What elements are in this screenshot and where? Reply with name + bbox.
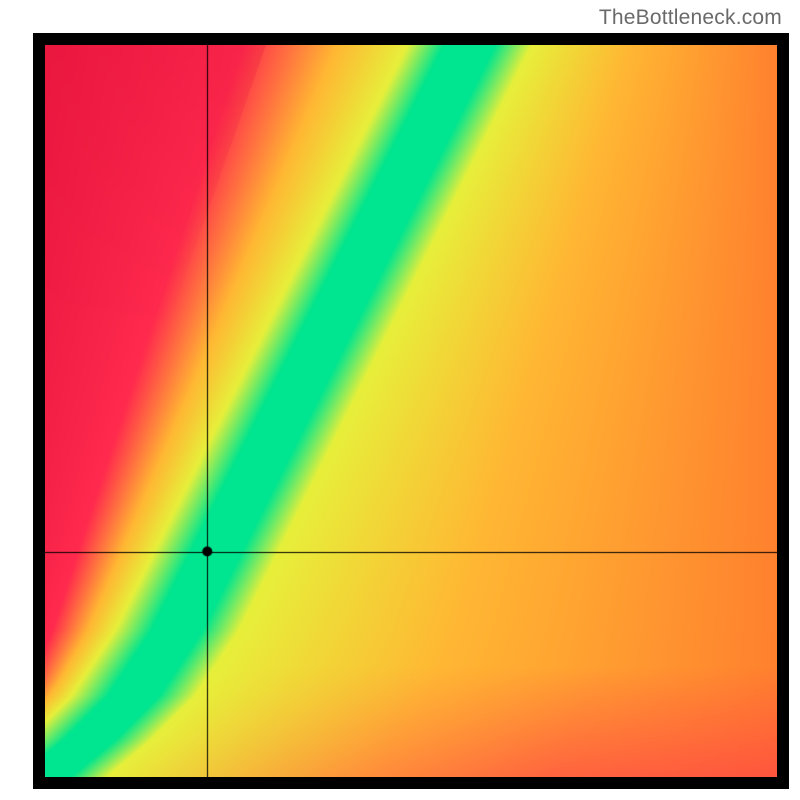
watermark-text: TheBottleneck.com [599, 6, 782, 30]
chart-container: TheBottleneck.com [0, 0, 800, 800]
heatmap-canvas [45, 45, 777, 777]
chart-frame [33, 33, 789, 789]
